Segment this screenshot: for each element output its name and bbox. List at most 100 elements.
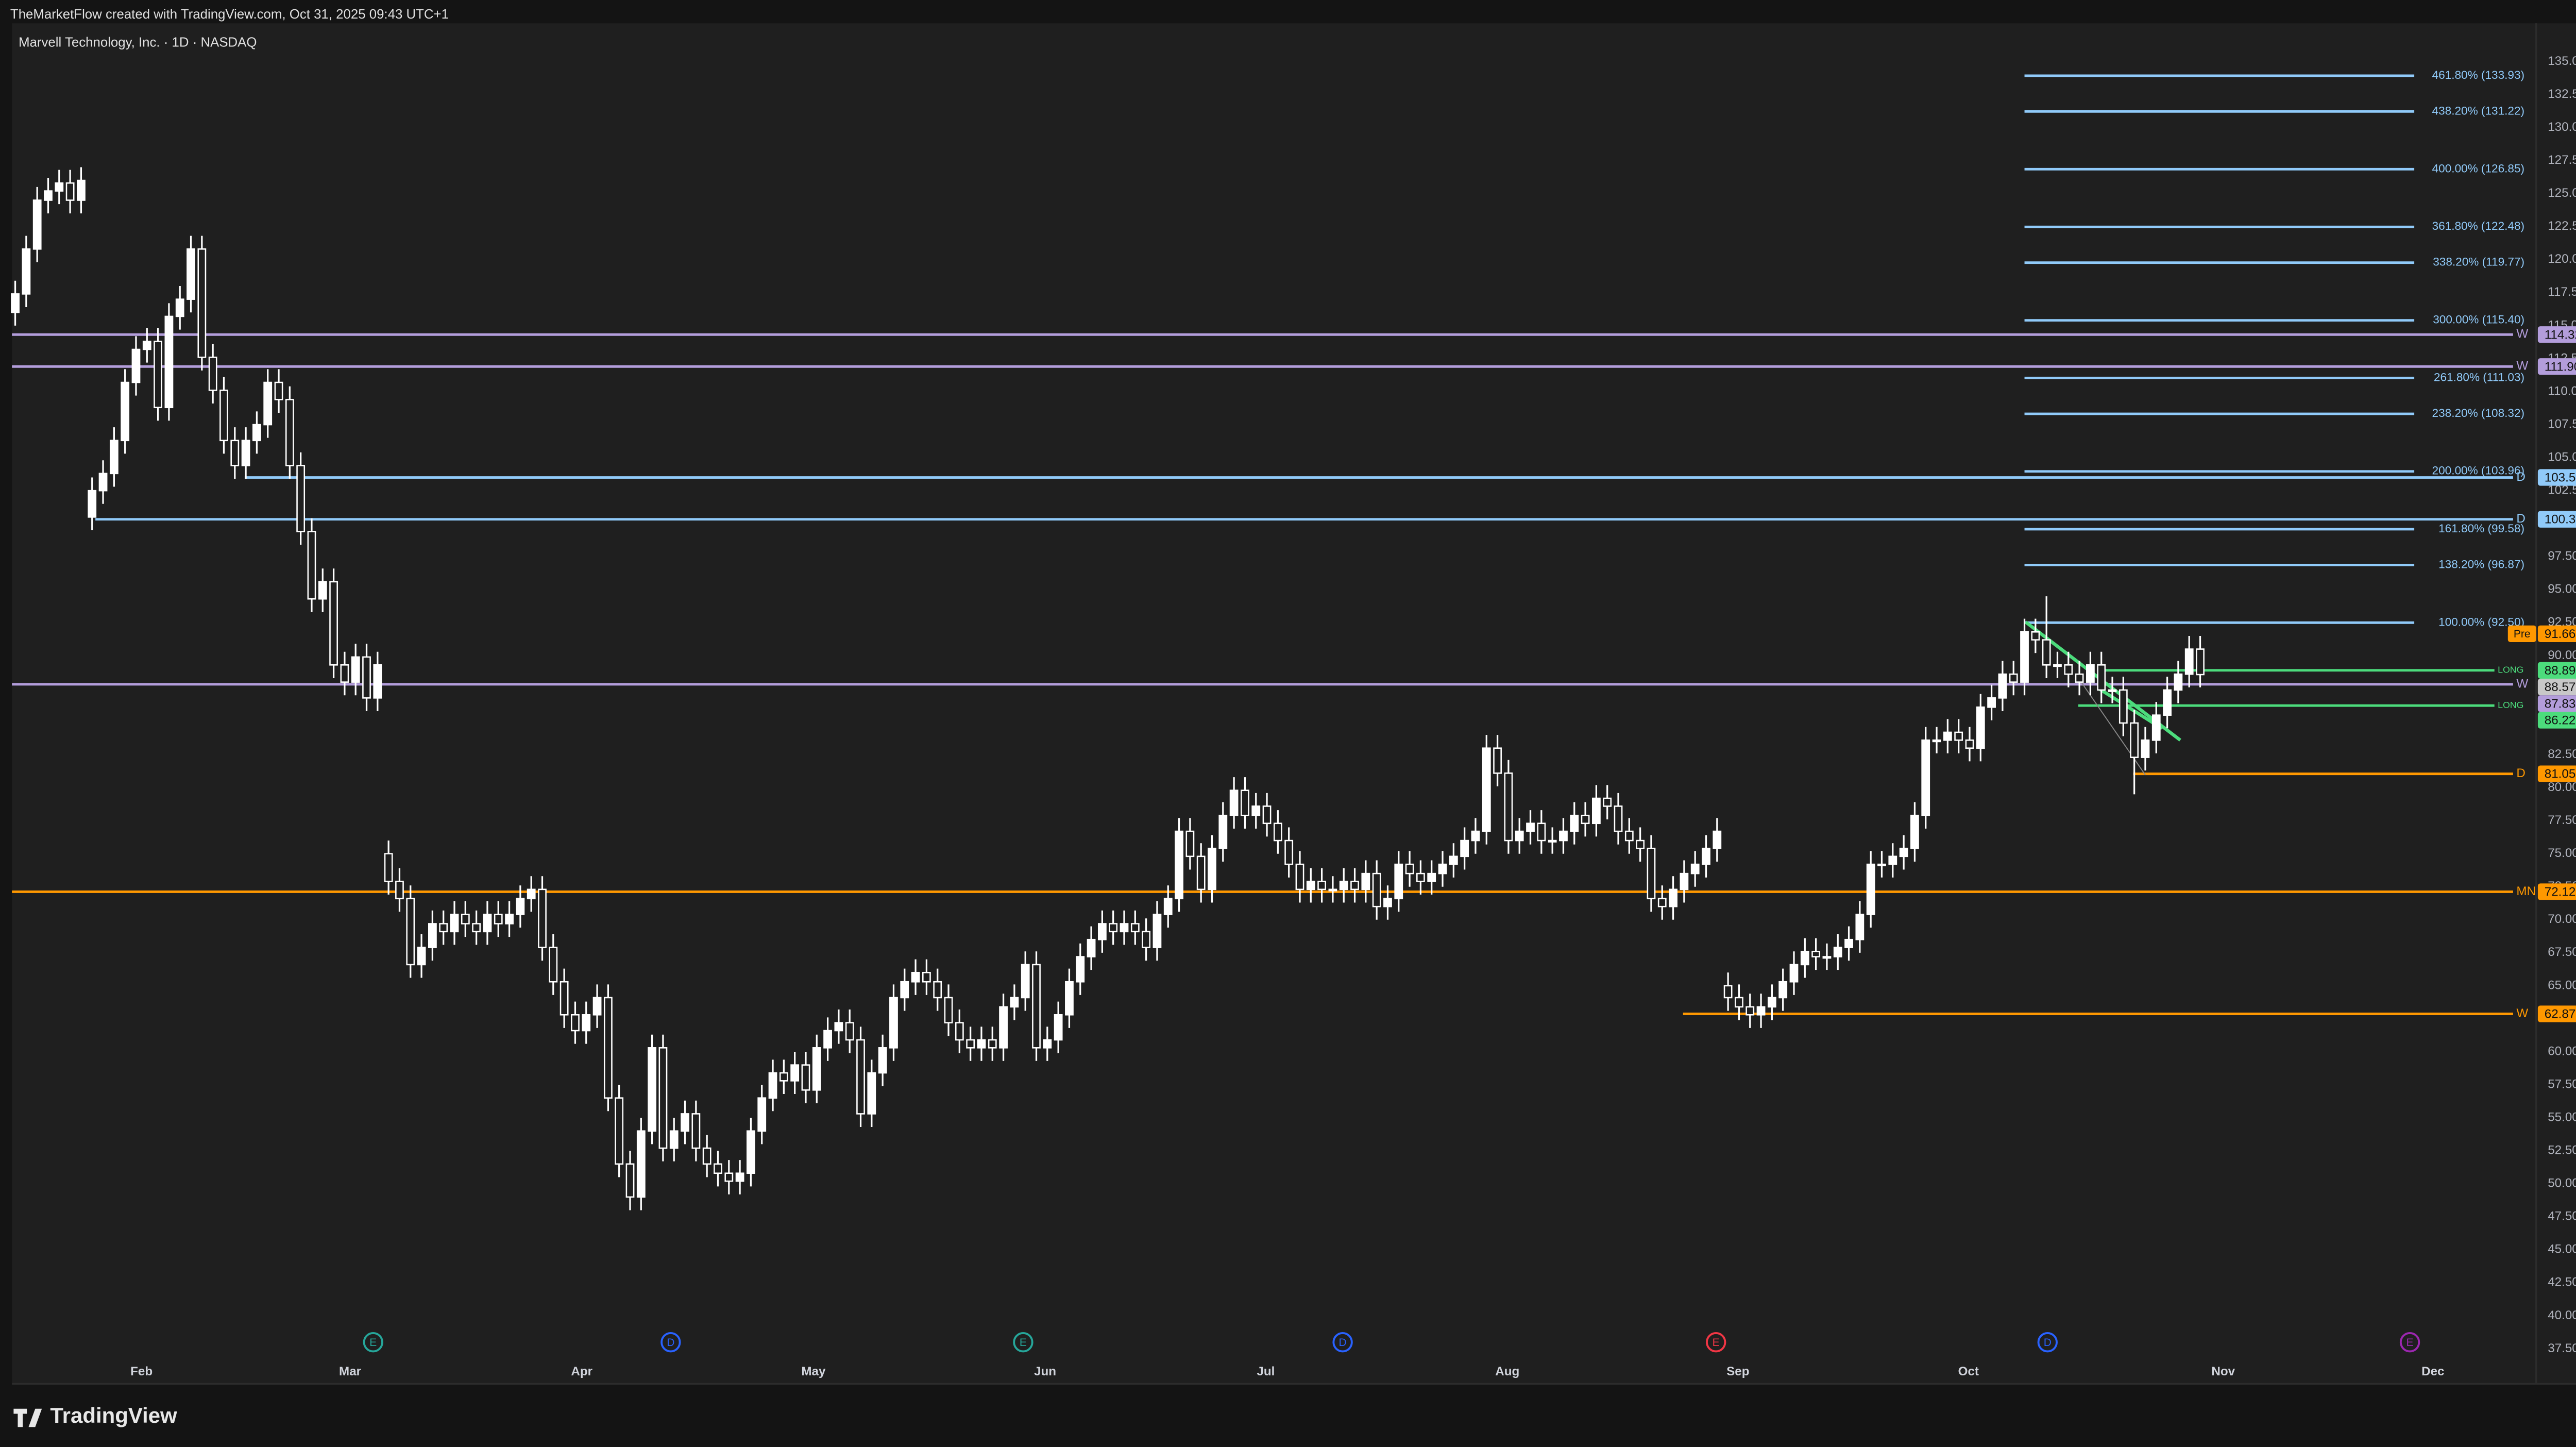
candle-body bbox=[131, 348, 141, 383]
candle-body bbox=[197, 248, 207, 358]
candle-body bbox=[373, 664, 382, 699]
candle-body bbox=[1251, 805, 1261, 816]
candle-body bbox=[2151, 714, 2161, 741]
candle-body bbox=[1021, 964, 1030, 999]
y-tick-label: 127.50 bbox=[2548, 153, 2576, 167]
candle-body bbox=[845, 1022, 854, 1041]
candle-body bbox=[1680, 872, 1689, 890]
candle-body bbox=[1175, 830, 1183, 900]
candle-body bbox=[219, 390, 228, 442]
candle-body bbox=[1570, 815, 1579, 832]
candle-body bbox=[1076, 956, 1085, 983]
y-tick-label: 122.50 bbox=[2548, 219, 2576, 233]
price-tag-box bbox=[2507, 625, 2536, 643]
y-tick-label: 42.50 bbox=[2548, 1275, 2576, 1289]
price-label: 87.83 bbox=[2545, 697, 2576, 711]
candle-body bbox=[1010, 997, 1019, 1008]
y-tick-label: 110.00 bbox=[2548, 384, 2576, 398]
event-label: D bbox=[2044, 1337, 2052, 1349]
candle-body bbox=[11, 293, 20, 313]
price-label: 88.89 bbox=[2545, 664, 2576, 678]
y-tick-label: 95.00 bbox=[2548, 582, 2576, 596]
x-tick-label: Apr bbox=[571, 1365, 592, 1378]
price-label-box bbox=[2537, 712, 2576, 729]
candle-body bbox=[735, 1172, 744, 1182]
candle-body bbox=[154, 341, 162, 409]
candle-body bbox=[1185, 830, 1195, 857]
fib-label: 261.80% (111.03) bbox=[2434, 371, 2524, 384]
candle-body bbox=[1822, 956, 1832, 959]
candle-body bbox=[1427, 872, 1436, 882]
y-tick-label: 55.00 bbox=[2548, 1110, 2576, 1124]
y-tick-label: 70.00 bbox=[2548, 912, 2576, 926]
level-tag: D bbox=[2516, 470, 2525, 484]
y-tick-label: 52.50 bbox=[2548, 1143, 2576, 1157]
candle-body bbox=[121, 381, 130, 442]
candle-body bbox=[516, 898, 525, 915]
event-marker bbox=[660, 1332, 681, 1353]
candle-body bbox=[2174, 673, 2183, 691]
y-tick-label: 50.00 bbox=[2548, 1176, 2576, 1190]
candle-body bbox=[714, 1163, 722, 1174]
candle-body bbox=[1372, 872, 1381, 907]
candle-body bbox=[1713, 830, 1722, 849]
candle-body bbox=[1515, 830, 1524, 842]
y-tick-label: 90.00 bbox=[2548, 648, 2576, 662]
candle-body bbox=[1702, 848, 1710, 865]
candle-body bbox=[44, 190, 53, 201]
candle-body bbox=[2163, 689, 2172, 716]
y-tick-label: 40.00 bbox=[2548, 1308, 2576, 1322]
candle-body bbox=[1690, 863, 1700, 874]
candle-body bbox=[1229, 789, 1239, 816]
fib-label: 238.20% (108.32) bbox=[2432, 407, 2525, 419]
candle-body bbox=[1657, 898, 1667, 907]
candle-body bbox=[856, 1039, 865, 1115]
candle-body bbox=[230, 440, 240, 466]
candle-body bbox=[1109, 923, 1118, 933]
fib-label: 361.80% (122.48) bbox=[2432, 220, 2525, 232]
candle-body bbox=[625, 1163, 635, 1198]
fib-label: 138.20% (96.87) bbox=[2438, 558, 2524, 570]
price-tag: Pre bbox=[2514, 628, 2531, 640]
price-label-box bbox=[2537, 695, 2576, 712]
fib-label: 161.80% (99.58) bbox=[2438, 522, 2524, 535]
candle-body bbox=[1866, 863, 1875, 915]
candle-body bbox=[1899, 848, 1908, 857]
price-label-box bbox=[2537, 326, 2576, 343]
candle-body bbox=[1460, 839, 1469, 857]
credit: TheMarketFlow created with TradingView.c… bbox=[10, 7, 449, 22]
candle-body bbox=[1208, 848, 1216, 890]
candle-body bbox=[1767, 997, 1776, 1008]
y-tick-label: 107.50 bbox=[2548, 417, 2576, 431]
y-tick-label: 130.00 bbox=[2548, 120, 2576, 134]
candle-body bbox=[878, 1047, 887, 1074]
candle-body bbox=[175, 298, 184, 317]
candle-body bbox=[747, 1130, 755, 1174]
candle-body bbox=[142, 341, 151, 350]
x-tick-label: Jun bbox=[1034, 1365, 1056, 1378]
candle-body bbox=[2042, 639, 2051, 666]
event-label: E bbox=[1020, 1337, 1027, 1349]
event-label: D bbox=[667, 1337, 674, 1349]
y-tick-label: 57.50 bbox=[2548, 1077, 2576, 1091]
candle-body bbox=[1142, 931, 1151, 948]
candle-body bbox=[1954, 731, 1963, 741]
candle-body bbox=[779, 1072, 788, 1082]
candle-body bbox=[768, 1072, 777, 1099]
candle-body bbox=[944, 997, 953, 1023]
level-tag: LONG bbox=[2498, 665, 2523, 675]
candle-body bbox=[977, 1039, 986, 1049]
candle-body bbox=[505, 914, 514, 924]
candle-body bbox=[329, 581, 338, 666]
candle-body bbox=[1284, 839, 1294, 865]
candle-body bbox=[1932, 739, 1941, 743]
y-tick-label: 65.00 bbox=[2548, 978, 2576, 992]
price-label: 86.22 bbox=[2545, 714, 2576, 728]
candle-body bbox=[1504, 772, 1513, 842]
candle-body bbox=[2196, 648, 2205, 676]
candle-body bbox=[1438, 863, 1447, 874]
candle-body bbox=[812, 1047, 821, 1091]
candle-body bbox=[1976, 706, 1985, 749]
candle-body bbox=[307, 531, 316, 600]
trend-line bbox=[2098, 687, 2163, 730]
